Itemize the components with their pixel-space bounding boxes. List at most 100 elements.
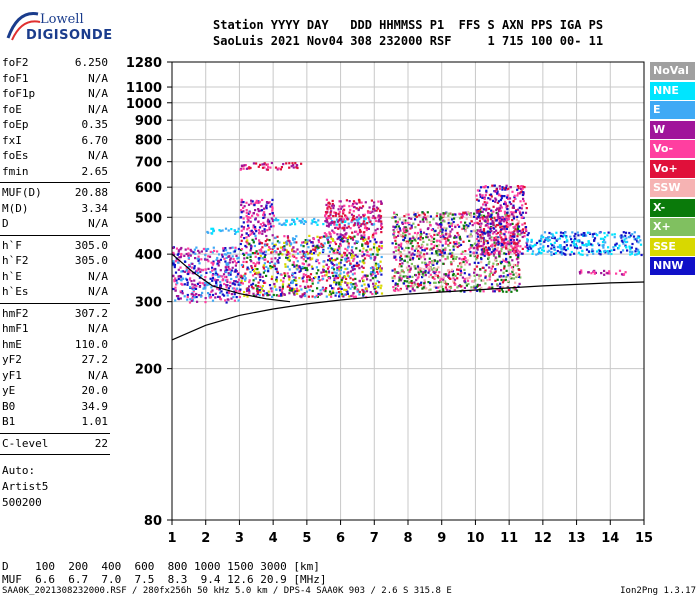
echo-point bbox=[457, 285, 460, 288]
echo-point bbox=[628, 246, 631, 249]
echo-point bbox=[372, 232, 376, 235]
echo-point bbox=[189, 254, 192, 257]
echo-point bbox=[333, 281, 336, 284]
param-row: foF2 6.250 bbox=[2, 56, 108, 71]
echo-point bbox=[180, 270, 183, 273]
echo-point bbox=[479, 208, 482, 211]
echo-point bbox=[218, 288, 221, 291]
echo-point bbox=[215, 282, 218, 285]
echo-point bbox=[413, 231, 417, 235]
echo-point bbox=[424, 274, 427, 277]
x-tick-label: 6 bbox=[336, 531, 345, 546]
echo-point bbox=[191, 283, 194, 286]
echo-point bbox=[516, 188, 519, 191]
echo-point bbox=[211, 251, 214, 254]
echo-point bbox=[436, 223, 439, 226]
echo-point bbox=[322, 265, 325, 268]
echo-point bbox=[505, 269, 508, 272]
echo-point bbox=[332, 249, 335, 253]
echo-point bbox=[489, 198, 492, 201]
echo-point bbox=[515, 247, 518, 250]
echo-point bbox=[591, 235, 594, 238]
echo-point bbox=[407, 285, 410, 288]
echo-point bbox=[246, 287, 249, 290]
echo-point bbox=[261, 275, 264, 278]
echo-point bbox=[476, 256, 479, 259]
echo-point bbox=[452, 259, 455, 262]
echo-point bbox=[248, 292, 251, 295]
echo-point bbox=[194, 287, 198, 290]
echo-point bbox=[360, 201, 363, 204]
echo-point bbox=[343, 229, 346, 232]
echo-point bbox=[635, 237, 638, 240]
echo-point bbox=[417, 284, 420, 287]
echo-point bbox=[238, 282, 241, 285]
echo-point bbox=[242, 228, 245, 231]
echo-point bbox=[240, 201, 243, 204]
echo-point bbox=[279, 250, 282, 253]
echo-point bbox=[230, 297, 233, 300]
echo-point bbox=[242, 201, 245, 204]
echo-point bbox=[419, 233, 422, 237]
echo-point bbox=[329, 211, 332, 214]
echo-point bbox=[351, 273, 354, 276]
echo-point bbox=[328, 293, 331, 296]
echo-point bbox=[259, 279, 262, 282]
echo-point bbox=[415, 236, 418, 239]
echo-point bbox=[338, 210, 341, 214]
echo-point bbox=[355, 219, 358, 222]
echo-point bbox=[258, 249, 261, 252]
echo-point bbox=[242, 217, 245, 220]
echo-point bbox=[375, 219, 378, 222]
echo-point bbox=[517, 225, 521, 228]
echo-point bbox=[444, 247, 447, 250]
echo-point bbox=[355, 240, 358, 243]
echo-point bbox=[175, 295, 179, 298]
echo-point bbox=[508, 201, 511, 204]
echo-point bbox=[288, 278, 291, 281]
echo-point bbox=[505, 242, 508, 245]
echo-point bbox=[513, 230, 516, 233]
echo-point bbox=[229, 252, 232, 255]
echo-point bbox=[180, 246, 183, 250]
echo-point bbox=[392, 286, 395, 289]
echo-point bbox=[269, 222, 272, 225]
echo-point bbox=[336, 237, 339, 241]
echo-point bbox=[350, 220, 353, 223]
echo-point bbox=[501, 243, 504, 247]
echo-point bbox=[417, 249, 420, 252]
echo-point bbox=[207, 283, 210, 286]
echo-point bbox=[263, 230, 266, 233]
echo-point bbox=[363, 217, 366, 220]
echo-point bbox=[450, 218, 454, 221]
echo-point bbox=[300, 244, 303, 247]
echo-point bbox=[618, 269, 622, 272]
echo-point bbox=[442, 278, 445, 281]
echo-point bbox=[407, 265, 411, 268]
echo-point bbox=[445, 282, 448, 285]
echo-point bbox=[172, 251, 175, 254]
echo-point bbox=[204, 301, 207, 304]
echo-point bbox=[299, 269, 302, 272]
echo-point bbox=[398, 265, 401, 268]
echo-point bbox=[491, 221, 494, 224]
echo-point bbox=[352, 292, 355, 295]
echo-point bbox=[310, 241, 313, 244]
echo-point bbox=[610, 252, 613, 256]
echo-point bbox=[453, 289, 456, 292]
echo-point bbox=[402, 228, 405, 231]
echo-point bbox=[391, 242, 394, 245]
echo-point bbox=[220, 290, 223, 293]
echo-point bbox=[481, 210, 484, 213]
param-row: M(D) 3.34 bbox=[2, 202, 108, 217]
echo-point bbox=[454, 274, 457, 277]
echo-point bbox=[187, 257, 190, 260]
echo-point bbox=[348, 211, 351, 214]
echo-point bbox=[271, 242, 274, 245]
echo-point bbox=[482, 218, 485, 221]
echo-point bbox=[424, 261, 427, 264]
echo-point bbox=[295, 257, 298, 260]
echo-point bbox=[375, 209, 378, 212]
echo-point bbox=[456, 231, 459, 235]
echo-point bbox=[463, 272, 466, 275]
